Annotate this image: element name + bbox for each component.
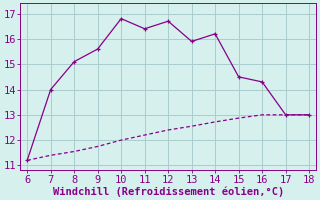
X-axis label: Windchill (Refroidissement éolien,°C): Windchill (Refroidissement éolien,°C) <box>52 186 284 197</box>
